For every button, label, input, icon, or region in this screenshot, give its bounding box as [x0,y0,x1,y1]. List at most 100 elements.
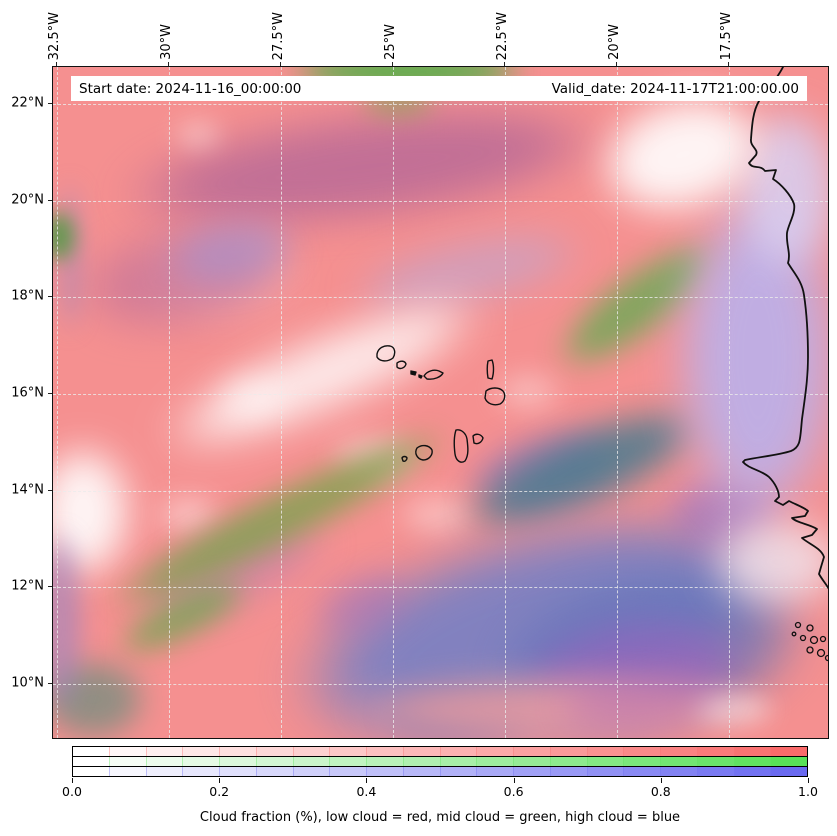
colorbar-cell [293,767,331,776]
colorbar-cell [293,757,331,766]
island-santa-luzia [410,370,417,376]
islet [794,621,802,629]
islet [819,635,827,643]
gridline-latitude [53,200,828,202]
colorbar-cell [771,747,807,756]
lat-tick-label: 20°N [11,192,44,208]
colorbar-cell [256,767,294,776]
gridline-latitude [53,587,828,589]
colorbar-cell [146,747,184,756]
colorbar-cell [293,747,331,756]
colorbar-cell [514,747,551,756]
colorbar-cell [587,757,625,766]
colorbar-cell [550,757,588,766]
top-axis: 32.5°W 30°W 27.5°W 25°W 22.5°W 20°W 17.5°W [47,0,827,66]
field-region-white-mottle-6 [163,112,233,157]
colorbar-cell [440,757,478,766]
colorbar-tick-label: 0.2 [209,784,230,799]
colorbar-cell [220,757,257,766]
gridline-longitude [281,67,282,738]
island-sao-vicente [396,360,407,370]
lat-tick-label: 10°N [11,675,44,691]
colorbar-cell [734,767,772,776]
field-region-green-patch-left [53,199,83,274]
field-region-white-bottomright-coast [683,497,828,627]
colorbar-cell [661,747,698,756]
colorbar-cell [661,767,698,776]
gridline-longitude [393,67,394,738]
gridline-longitude [617,67,618,738]
colorbar-cell [183,767,220,776]
colorbar-cell [514,757,551,766]
islet [809,635,819,645]
colorbar-tick-label: 0.8 [650,784,671,799]
field-region-white-mottle-1 [203,367,303,427]
colorbar-tick-mark [219,778,221,783]
lat-tick-mark [48,296,52,298]
colorbar-cell [697,757,735,766]
colorbar-cell [73,747,110,756]
colorbar-cell [477,747,514,756]
colorbar-cell [109,747,147,756]
colorbar-cell [697,767,735,776]
grid-layer [53,67,828,738]
colorbar-cell [514,767,551,776]
field-region-purple-strip-left-bottom [53,492,93,738]
islet [799,634,807,642]
lat-tick-mark [48,103,52,104]
colorbar-cell [477,767,514,776]
islet [806,646,814,654]
gridline-latitude [53,104,828,105]
lat-tick-mark [48,393,52,394]
lat-tick-label: 12°N [11,578,44,594]
lat-tick-label: 18°N [11,288,44,304]
lat-tick-mark [48,489,52,491]
left-axis: 22°N 20°N 18°N 16°N 14°N 12°N 10°N [0,66,52,737]
colorbar-cell [367,767,404,776]
colorbar-row-high-cloud-blue [72,766,808,777]
colorbar-tick-label: 0.4 [356,784,377,799]
colorbar-cell [73,757,110,766]
colorbar-tick-label: 0.0 [62,784,82,799]
gridline-latitude [53,394,828,395]
gridline-latitude [53,297,828,299]
africa-coastline [742,67,828,590]
island-santiago [453,429,469,463]
island-fogo [415,444,433,461]
lon-tick-mark [168,62,169,66]
lon-tick-mark [56,62,57,66]
colorbar-cell [587,767,625,776]
colorbar-cell [183,757,220,766]
colorbar-tick-mark [366,778,368,783]
colorbar-tick-label: 0.6 [503,784,524,799]
gridline-longitude [505,67,506,738]
gridline-latitude [53,490,828,492]
colorbar-tick-label: 1.0 [798,784,818,799]
island-sao-nicolau [423,369,444,380]
colorbar-cell [330,757,367,766]
colorbar-tick-mark [808,778,809,783]
gridline-longitude [57,67,58,738]
lat-tick-mark [48,199,52,201]
colorbar-cell [220,767,257,776]
lon-tick-label: 17.5°W [719,11,734,60]
colorbar-cell [550,747,588,756]
colorbar-cell [624,767,661,776]
colorbar-cell [403,747,441,756]
coastline-layer [376,67,828,662]
colorbar-cell [220,747,257,756]
start-date-label: Start date: 2024-11-16_00:00:00 [79,80,302,97]
islet [816,648,826,658]
lon-tick-label: 27.5°W [271,11,286,60]
colorbar-cell [330,767,367,776]
colorbar-cell [367,757,404,766]
islet [824,654,828,662]
island-sal [486,359,495,380]
date-header: Start date: 2024-11-16_00:00:00 Valid_da… [71,76,807,101]
lat-tick-label: 22°N [11,95,44,111]
cape-verde-islands [376,345,506,463]
colorbar-cell [734,757,772,766]
lon-tick-label: 25°W [383,24,398,60]
colorbar-cell [477,757,514,766]
